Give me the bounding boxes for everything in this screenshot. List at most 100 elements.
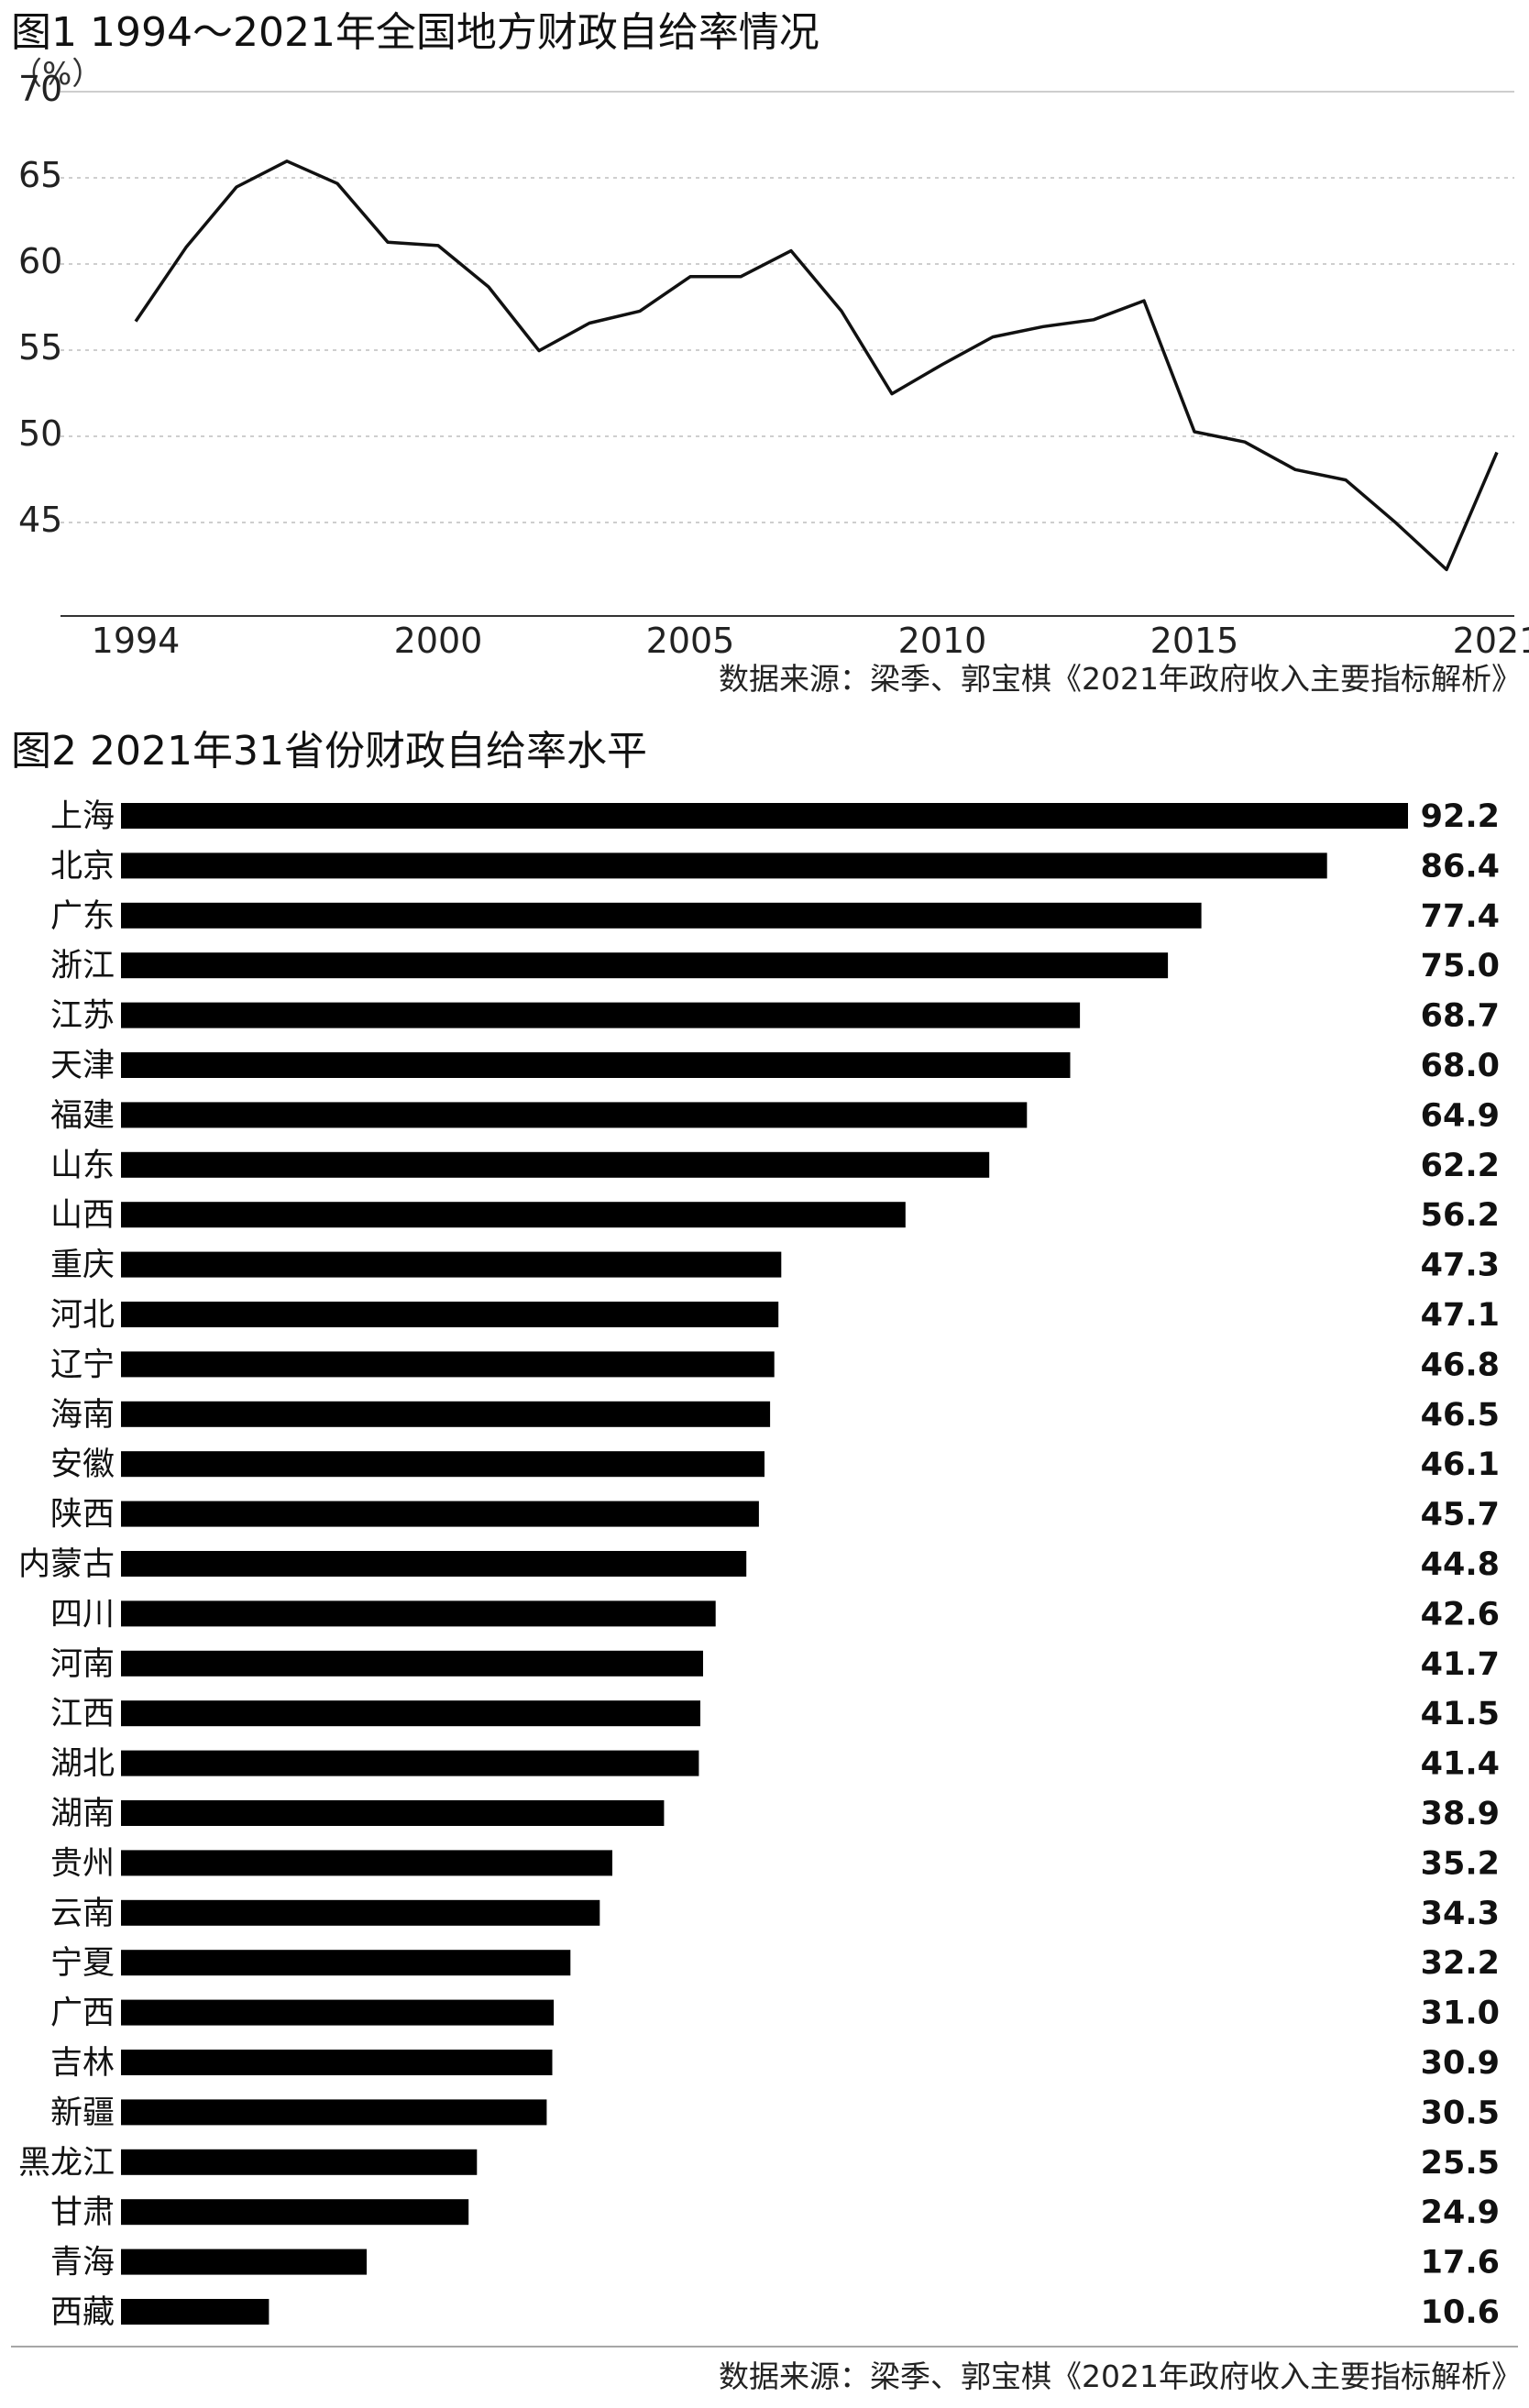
category-label: 湖南 bbox=[50, 1796, 115, 1832]
value-label: 30.5 bbox=[1421, 2095, 1500, 2131]
chart1-unit: （%） bbox=[11, 56, 103, 93]
category-label: 山西 bbox=[50, 1197, 115, 1234]
category-label: 海南 bbox=[50, 1397, 115, 1434]
category-label: 安徽 bbox=[50, 1446, 115, 1483]
series-line bbox=[134, 159, 1499, 572]
value-label: 46.8 bbox=[1421, 1347, 1500, 1383]
category-label: 上海 bbox=[50, 798, 115, 835]
bar bbox=[121, 1401, 771, 1427]
x-tick-label: 2015 bbox=[1150, 621, 1239, 661]
chart2-plot: 上海 92.2 北京 86.4 广东 77.4 浙江 75.0 江苏 68.7 天津 68.0 福建 64… bbox=[11, 798, 1518, 2348]
value-label: 68.7 bbox=[1421, 998, 1500, 1035]
bar bbox=[121, 2050, 553, 2075]
y-tick-label: 65 bbox=[18, 155, 62, 195]
bar bbox=[121, 1899, 600, 1926]
x-tick-label: 2000 bbox=[394, 621, 483, 661]
bar bbox=[121, 1351, 775, 1378]
category-label: 河北 bbox=[50, 1297, 115, 1334]
bar bbox=[121, 952, 1169, 979]
bar bbox=[121, 1700, 700, 1727]
bar bbox=[121, 2249, 367, 2275]
category-label: 江苏 bbox=[50, 998, 115, 1035]
y-tick-label: 45 bbox=[18, 500, 62, 540]
chart1-title: 图1 1994～2021年全国地方财政自给率情况 bbox=[11, 9, 820, 56]
value-label: 41.5 bbox=[1421, 1696, 1500, 1732]
chart1-plot bbox=[134, 159, 1499, 572]
category-label: 四川 bbox=[50, 1596, 115, 1633]
value-label: 77.4 bbox=[1421, 898, 1500, 935]
value-label: 35.2 bbox=[1421, 1845, 1500, 1882]
category-label: 广东 bbox=[50, 898, 115, 935]
y-tick-label: 70 bbox=[18, 69, 62, 109]
value-label: 31.0 bbox=[1421, 1996, 1500, 2032]
category-label: 黑龙江 bbox=[18, 2145, 115, 2182]
chart1-gridlines bbox=[60, 91, 1514, 617]
bar bbox=[121, 1800, 665, 1826]
bar bbox=[121, 1999, 555, 2026]
bar bbox=[121, 1551, 747, 1577]
y-tick-label: 50 bbox=[18, 413, 62, 454]
value-label: 41.4 bbox=[1421, 1746, 1500, 1783]
category-label: 福建 bbox=[50, 1097, 115, 1134]
value-label: 24.9 bbox=[1421, 2194, 1500, 2231]
x-tick-label: 2021 bbox=[1453, 621, 1529, 661]
bar bbox=[121, 1002, 1081, 1028]
value-label: 17.6 bbox=[1421, 2245, 1500, 2282]
category-label: 西藏 bbox=[50, 2294, 115, 2331]
bar bbox=[121, 1102, 1028, 1128]
chart1-y-axis: 70 65 60 55 50 45 bbox=[18, 69, 62, 540]
value-label: 30.9 bbox=[1421, 2045, 1500, 2082]
bar bbox=[121, 1850, 612, 1876]
value-label: 47.1 bbox=[1421, 1297, 1500, 1334]
category-label: 宁夏 bbox=[50, 1945, 115, 1982]
bar bbox=[121, 1451, 764, 1478]
value-label: 32.2 bbox=[1421, 1945, 1500, 1982]
category-label: 江西 bbox=[50, 1696, 115, 1732]
bar bbox=[121, 1501, 759, 1527]
category-label: 河南 bbox=[50, 1646, 115, 1683]
value-label: 64.9 bbox=[1421, 1097, 1500, 1134]
category-label: 山东 bbox=[50, 1148, 115, 1184]
bar bbox=[121, 2199, 469, 2226]
chart1-source: 数据来源：梁季、郭宝棋《2021年政府收入主要指标解析》 bbox=[719, 661, 1522, 697]
value-label: 68.0 bbox=[1421, 1048, 1500, 1084]
chart2-title: 图2 2021年31省份财政自给率水平 bbox=[11, 728, 647, 775]
value-label: 92.2 bbox=[1421, 798, 1500, 835]
value-label: 41.7 bbox=[1421, 1646, 1500, 1683]
category-label: 吉林 bbox=[50, 2045, 115, 2082]
category-label: 辽宁 bbox=[50, 1347, 115, 1383]
bar bbox=[121, 902, 1202, 929]
bar bbox=[121, 1600, 716, 1627]
bar bbox=[121, 1251, 782, 1278]
category-label: 青海 bbox=[50, 2245, 115, 2282]
chart1-x-axis: 1994 2000 2005 2010 2015 2021 bbox=[92, 621, 1529, 661]
category-label: 新疆 bbox=[50, 2095, 115, 2131]
bar bbox=[121, 1302, 779, 1327]
bar bbox=[121, 2149, 478, 2175]
y-tick-label: 60 bbox=[18, 241, 62, 281]
category-label: 北京 bbox=[50, 848, 115, 885]
value-label: 34.3 bbox=[1421, 1896, 1500, 1932]
bar bbox=[121, 1202, 906, 1228]
value-label: 46.5 bbox=[1421, 1397, 1500, 1434]
value-label: 46.1 bbox=[1421, 1446, 1500, 1483]
y-tick-label: 55 bbox=[18, 327, 62, 368]
bar bbox=[121, 1650, 703, 1677]
value-label: 44.8 bbox=[1421, 1546, 1500, 1583]
bar bbox=[121, 1950, 571, 1976]
bar bbox=[121, 2099, 547, 2126]
category-label: 广西 bbox=[50, 1996, 115, 2032]
value-label: 10.6 bbox=[1421, 2294, 1500, 2331]
category-label: 湖北 bbox=[50, 1746, 115, 1783]
value-label: 38.9 bbox=[1421, 1796, 1500, 1832]
category-label: 浙江 bbox=[50, 948, 115, 984]
bar bbox=[121, 2299, 270, 2325]
category-label: 陕西 bbox=[50, 1497, 115, 1534]
category-label: 云南 bbox=[50, 1896, 115, 1932]
chart2-source: 数据来源：梁季、郭宝棋《2021年政府收入主要指标解析》 bbox=[719, 2359, 1522, 2394]
bar bbox=[121, 1750, 699, 1776]
bar bbox=[121, 852, 1327, 879]
x-tick-label: 2005 bbox=[646, 621, 735, 661]
